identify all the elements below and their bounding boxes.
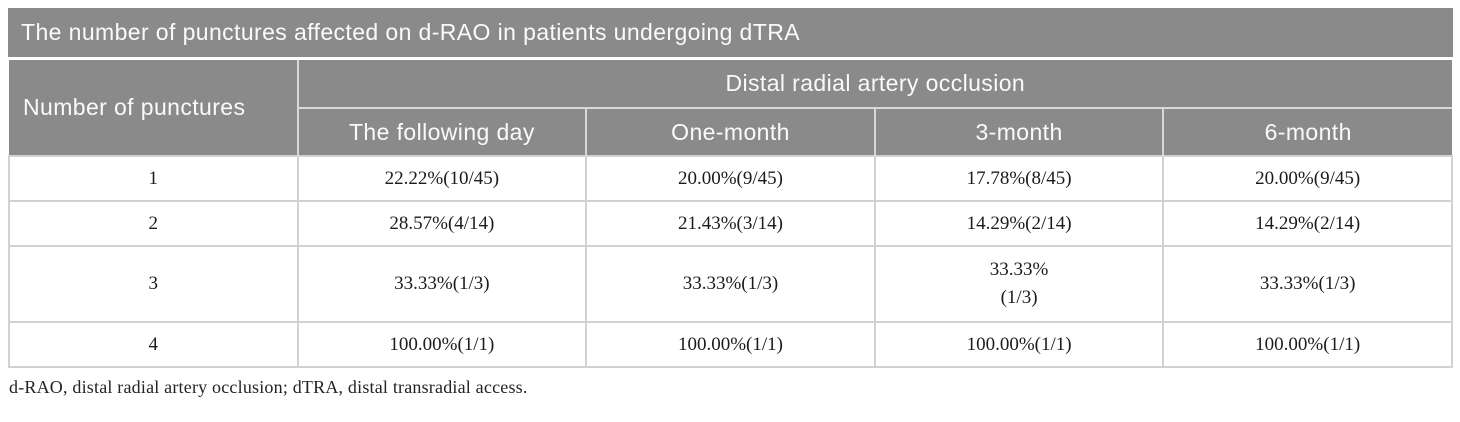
data-cell: 33.33% (1/3) xyxy=(873,245,1165,323)
table-row: 3 33.33%(1/3) 33.33%(1/3) 33.33% (1/3) 3… xyxy=(8,245,1453,323)
column-header-6-month: 6-month xyxy=(1162,108,1452,156)
data-cell: 100.00%(1/1) xyxy=(1162,321,1453,368)
data-cell: 14.29%(2/14) xyxy=(873,200,1165,247)
row-label-cell: 2 xyxy=(8,200,299,247)
column-header-one-month: One-month xyxy=(585,108,875,156)
data-cell: 100.00%(1/1) xyxy=(296,321,588,368)
punctures-table: Number of punctures Distal radial artery… xyxy=(8,60,1453,368)
row-label-cell: 4 xyxy=(8,321,299,368)
table-footnote: d-RAO, distal radial artery occlusion; d… xyxy=(9,377,528,397)
column-header-following-day: The following day xyxy=(297,108,587,156)
table-body: 1 22.22%(10/45) 20.00%(9/45) 17.78%(8/45… xyxy=(8,155,1453,368)
data-cell: 33.33%(1/3) xyxy=(296,245,588,323)
column-group-header-occlusion: Distal radial artery occlusion xyxy=(297,60,1452,109)
data-cell: 17.78%(8/45) xyxy=(873,155,1165,202)
table-header: Number of punctures Distal radial artery… xyxy=(9,60,1452,156)
table-figure: The number of punctures affected on d-RA… xyxy=(8,8,1453,397)
data-cell: 33.33%(1/3) xyxy=(1162,245,1453,323)
data-cell: 14.29%(2/14) xyxy=(1162,200,1453,247)
row-label-cell: 1 xyxy=(8,155,299,202)
table-row: 1 22.22%(10/45) 20.00%(9/45) 17.78%(8/45… xyxy=(8,155,1453,202)
table-row: 4 100.00%(1/1) 100.00%(1/1) 100.00%(1/1)… xyxy=(8,321,1453,368)
table-title: The number of punctures affected on d-RA… xyxy=(21,19,800,45)
data-cell: 20.00%(9/45) xyxy=(1162,155,1453,202)
row-label-cell: 3 xyxy=(8,245,299,323)
data-cell: 22.22%(10/45) xyxy=(296,155,588,202)
column-header-number-of-punctures: Number of punctures xyxy=(9,60,299,156)
data-cell: 33.33%(1/3) xyxy=(585,245,876,323)
column-header-3-month: 3-month xyxy=(873,108,1164,156)
data-cell: 28.57%(4/14) xyxy=(296,200,588,247)
data-cell: 21.43%(3/14) xyxy=(585,200,876,247)
data-cell: 20.00%(9/45) xyxy=(585,155,876,202)
data-cell: 100.00%(1/1) xyxy=(873,321,1165,368)
table-row: 2 28.57%(4/14) 21.43%(3/14) 14.29%(2/14)… xyxy=(8,200,1453,247)
data-cell: 100.00%(1/1) xyxy=(585,321,876,368)
table-title-bar: The number of punctures affected on d-RA… xyxy=(8,8,1453,57)
